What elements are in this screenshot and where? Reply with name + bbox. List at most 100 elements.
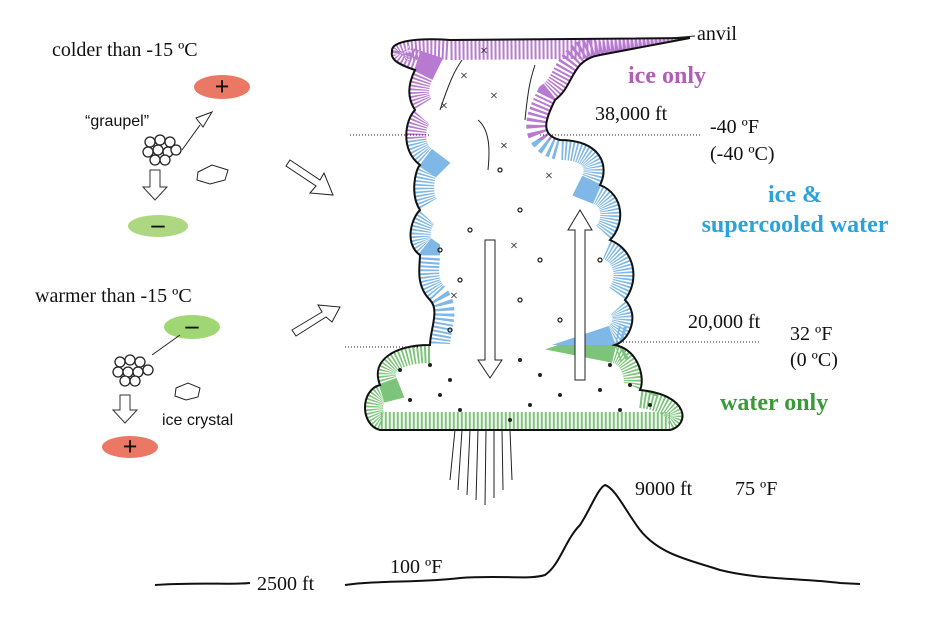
decoration [134,356,146,368]
cloud: × × × × × × × × [345,35,760,506]
decoration [484,429,487,506]
decoration [648,403,652,407]
temp-c-label: (0 ºC) [790,349,838,371]
particle-label: ice crystal [162,412,233,429]
decoration [528,403,532,407]
red-patch [102,436,158,458]
red-patch [194,75,250,99]
ice-crystal [174,382,201,401]
downdraft-arrow [477,239,503,379]
peak-height: 9000 ft [635,478,693,500]
arrow [291,304,341,337]
height-label: 38,000 ft [595,103,668,125]
height-label: 20,000 ft [688,311,761,333]
decoration [149,154,161,166]
decoration [142,146,154,158]
decoration [557,317,563,323]
terrain [154,483,861,586]
decoration: × [545,169,553,184]
green-patch [128,215,188,237]
arrow [151,334,181,356]
decoration [119,375,131,387]
graupel [112,354,154,387]
decoration [447,327,453,333]
flow-arrows [439,59,536,171]
decoration: × [450,289,458,304]
decoration [517,207,523,213]
decoration [154,134,166,146]
decoration: × [440,99,448,114]
colder-label: colder than -15 ºC [52,39,198,61]
charge: – [151,210,166,239]
temp-c-label: (-40 ºC) [710,143,775,165]
updraft-arrow [567,209,593,381]
mixed-label: ice & [768,182,822,208]
mixed-label: supercooled water [702,212,889,238]
decoration [598,388,602,392]
arrow [111,394,139,424]
anvil-label: anvil [697,23,737,45]
temp-f-label: 32 ºF [790,323,832,345]
left-panel: colder than -15 ºC + “graupel” – warmer … [35,39,341,461]
decoration [437,167,603,333]
arrow [181,111,214,151]
decoration [466,429,471,496]
decoration [558,393,562,397]
decoration [497,167,503,173]
decoration [467,227,473,233]
decoration [449,429,456,481]
decoration [159,154,171,166]
arrow [141,169,169,201]
decoration [618,408,622,412]
temp-f-label: -40 ºF [710,116,759,138]
base-temp: 100 ºF [390,556,442,578]
decoration [124,354,136,366]
ice-crystal [196,164,229,185]
decoration [457,277,463,283]
decoration [438,393,442,397]
green-patch [164,315,220,339]
decoration [112,366,124,378]
pointer [669,35,696,39]
decoration [398,368,402,372]
decoration [597,257,603,263]
decoration [144,136,156,148]
decoration [537,257,543,263]
warmer-label: warmer than -15 ºC [35,285,192,307]
decoration: × [500,139,508,154]
decoration: × [460,69,468,84]
decoration [628,383,632,387]
base-height: 2500 ft [257,573,315,595]
decoration [475,429,479,501]
ice-marks: × × × × × × × × [440,44,553,304]
decoration [170,144,182,156]
decoration [142,364,154,376]
decoration [517,297,523,303]
decoration: × [480,44,488,59]
decoration [448,378,452,382]
rain [449,429,513,506]
decoration: × [510,239,518,254]
decoration [437,247,443,253]
water-only-label: water only [720,390,828,416]
decoration: × [490,89,498,104]
decoration [518,358,522,362]
charge: + [215,72,230,101]
decoration [538,373,542,377]
charge: – [185,311,200,340]
particle-label: “graupel” [85,113,149,130]
decoration [408,398,412,402]
decoration [129,375,141,387]
decoration [114,356,126,368]
ice-only-label: ice only [628,63,706,89]
charge: + [123,432,138,461]
decoration [458,408,462,412]
arrow [285,159,334,196]
decoration [457,429,463,491]
decoration [509,429,513,481]
decoration [501,429,504,491]
droplets [398,358,652,422]
peak-temp: 75 ºF [735,478,777,500]
decoration [428,363,432,367]
